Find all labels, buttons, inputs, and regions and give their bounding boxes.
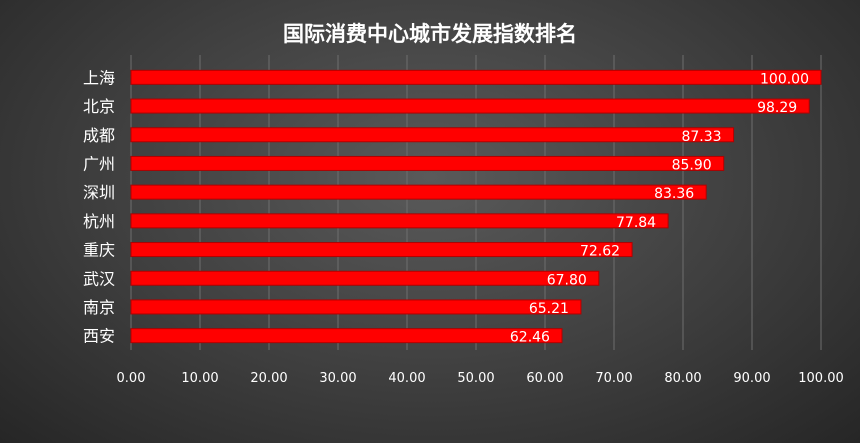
data-label: 62.46	[510, 330, 550, 346]
category-label: 北京	[83, 97, 115, 116]
bars	[130, 69, 822, 344]
bar	[130, 328, 563, 344]
data-label: 98.29	[757, 100, 797, 116]
bar	[130, 69, 822, 85]
category-label: 南京	[83, 298, 115, 317]
labels: 0.00 10.00 20.00 30.00 40.00 50.00 60.00 70.00 8…	[83, 68, 844, 386]
data-label: 65.21	[529, 301, 569, 317]
x-tick-label: 100.00	[798, 371, 844, 386]
data-label: 83.36	[654, 186, 694, 202]
bar	[130, 242, 633, 258]
category-label: 深圳	[83, 183, 115, 202]
chart-title: 国际消费中心城市发展指数排名	[283, 22, 577, 46]
x-tick-label: 70.00	[595, 371, 632, 386]
x-tick-label: 90.00	[733, 371, 770, 386]
bar	[130, 270, 600, 286]
category-label: 上海	[83, 68, 115, 87]
data-label: 85.90	[672, 157, 712, 173]
bar	[130, 299, 582, 315]
category-label: 杭州	[83, 212, 115, 231]
category-label: 西安	[83, 327, 115, 346]
x-tick-label: 0.00	[117, 371, 146, 386]
data-label: 77.84	[616, 215, 656, 231]
category-label: 成都	[83, 126, 115, 145]
category-label: 广州	[83, 154, 115, 173]
data-label: 67.80	[547, 272, 587, 288]
x-tick-label: 20.00	[250, 371, 287, 386]
x-tick-label: 30.00	[319, 371, 356, 386]
category-label: 武汉	[83, 269, 115, 288]
x-tick-label: 80.00	[664, 371, 701, 386]
x-tick-label: 40.00	[388, 371, 425, 386]
x-tick-label: 50.00	[457, 371, 494, 386]
data-label: 72.62	[580, 244, 620, 260]
bar	[130, 155, 725, 171]
bar	[130, 184, 707, 200]
x-tick-label: 10.00	[181, 371, 218, 386]
category-label: 重庆	[83, 241, 115, 260]
data-label: 87.33	[681, 129, 721, 145]
bar	[130, 127, 735, 143]
x-tick-label: 60.00	[526, 371, 563, 386]
bar	[130, 98, 810, 114]
data-label: 100.00	[760, 71, 809, 87]
bar	[130, 213, 669, 229]
